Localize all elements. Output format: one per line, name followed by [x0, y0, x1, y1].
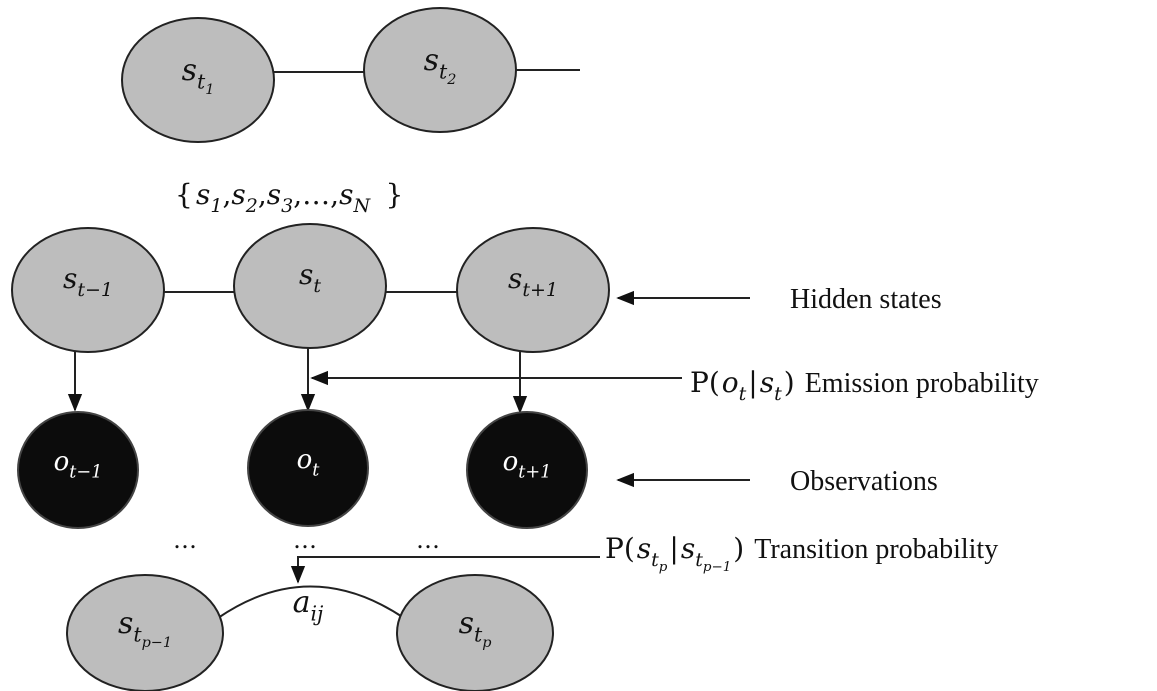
brace: { — [175, 178, 193, 211]
symbol: s — [299, 258, 313, 291]
observation — [247, 409, 369, 527]
symbol: s — [508, 262, 522, 295]
nodes — [11, 7, 610, 691]
hidden-label: Hidden states — [790, 284, 942, 315]
brace: } — [385, 178, 403, 211]
subscript: t — [774, 383, 782, 405]
sub-subscript: 1 — [205, 82, 214, 98]
math-label: stp−1 — [118, 606, 172, 651]
subscript: t — [133, 622, 142, 646]
observations-label: Observations — [790, 466, 938, 497]
math-label: st2 — [424, 43, 457, 88]
symbol: | — [748, 366, 757, 399]
symbol: s — [182, 53, 197, 88]
state-node — [121, 17, 275, 143]
state-node — [66, 574, 224, 691]
sub-subscript: p — [482, 635, 491, 651]
symbol: s — [681, 532, 695, 565]
observation — [466, 411, 588, 529]
subscript: t−1 — [77, 279, 113, 301]
state-set: { — [175, 178, 193, 211]
connectors — [67, 69, 750, 619]
subscript: t+1 — [518, 462, 551, 482]
symbol: s — [459, 606, 474, 641]
symbol: | — [669, 532, 678, 565]
symbol: s — [267, 178, 281, 211]
symbol: P( — [690, 366, 720, 399]
math-label: P(ot|st) — [690, 366, 795, 405]
subscript: t+1 — [522, 279, 558, 301]
symbol: o — [722, 366, 739, 399]
math-label: ot — [297, 445, 321, 480]
symbol: s — [339, 178, 353, 211]
math-label: ot+1 — [503, 447, 552, 482]
subscript: N — [352, 195, 371, 217]
math-label: st+1 — [508, 262, 558, 301]
math-label: stp — [459, 606, 492, 651]
hidden-state — [233, 223, 387, 349]
symbol: s — [118, 606, 133, 641]
transition-label: Transition probability — [754, 534, 998, 565]
subscript: t — [197, 69, 206, 93]
state-node — [396, 574, 554, 691]
separator: , — [293, 178, 302, 211]
ellipsis: … — [416, 526, 440, 554]
subscript: t — [312, 460, 320, 480]
math-label: st1 — [182, 53, 215, 98]
symbol: s — [760, 366, 774, 399]
subscript: t−1 — [69, 462, 102, 482]
ellipsis: … — [173, 526, 197, 554]
subscript: t — [474, 622, 483, 646]
math-label: st−1 — [63, 262, 113, 301]
symbol: o — [503, 447, 519, 477]
subscript: t — [695, 549, 703, 571]
symbol: s — [424, 43, 439, 78]
sub-subscript: p — [659, 560, 668, 575]
symbol: P( — [605, 532, 635, 565]
subscript: t — [439, 59, 448, 83]
math-label: s1,s2,s3,…,sN — [196, 178, 371, 217]
hidden-state — [456, 227, 610, 353]
state-node — [363, 7, 517, 133]
subscript: 2 — [245, 195, 258, 217]
symbol: o — [54, 447, 70, 477]
subscript: t — [739, 383, 747, 405]
sub-subscript: 2 — [446, 72, 456, 88]
subscript: 1 — [210, 195, 222, 217]
sub-subscript: p−1 — [703, 560, 731, 575]
symbol: … — [302, 178, 330, 211]
symbol: s — [637, 532, 651, 565]
sub-subscript: p−1 — [142, 635, 172, 651]
subscript: t — [651, 549, 659, 571]
subscript: ij — [311, 601, 325, 625]
symbol: o — [297, 445, 313, 475]
math-label: aij — [293, 585, 324, 625]
ellipsis: … — [293, 526, 317, 554]
emission-label: Emission probability — [805, 368, 1039, 399]
math-label: P(stp|stp−1) — [605, 532, 744, 575]
separator: , — [222, 178, 231, 211]
math-label: st — [299, 258, 321, 297]
hidden-state — [11, 227, 165, 353]
separator: , — [258, 178, 267, 211]
subscript: t — [313, 275, 321, 297]
symbol: ) — [733, 532, 744, 565]
separator: , — [330, 178, 339, 211]
symbol: s — [63, 262, 77, 295]
symbol: s — [231, 178, 245, 211]
math-label: ot−1 — [54, 447, 103, 482]
symbol: ) — [784, 366, 795, 399]
symbol: s — [196, 178, 210, 211]
subscript: 3 — [281, 195, 293, 217]
symbol: a — [293, 585, 311, 620]
observation — [17, 411, 139, 529]
